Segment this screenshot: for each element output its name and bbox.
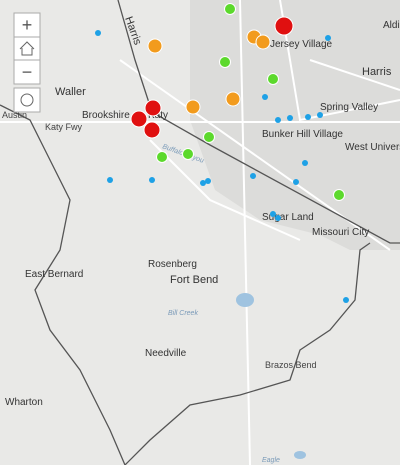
water [236, 293, 306, 459]
locate-button[interactable] [13, 87, 41, 113]
zoom-in-icon[interactable]: + [22, 15, 33, 35]
county-label: Harris [362, 66, 392, 78]
map-controls: + − [13, 12, 41, 113]
city-label: Spring Valley [320, 102, 378, 113]
county-label: Waller [55, 86, 86, 98]
road-label: Katy Fwy [45, 122, 83, 132]
city-label: West University Place [345, 142, 400, 153]
urban-area [190, 0, 400, 250]
zoom-out-icon[interactable]: − [22, 62, 33, 82]
water-label: Eagle [262, 457, 280, 464]
city-label: Wharton [5, 397, 43, 408]
city-label: Missouri City [312, 227, 369, 238]
city-label: Aldin [383, 20, 400, 31]
zoom-out-button[interactable] [13, 59, 41, 85]
home-icon [19, 41, 35, 56]
home-button[interactable] [13, 36, 41, 61]
city-label: East Bernard [25, 269, 83, 280]
water-label: Bill Creek [168, 310, 198, 317]
city-label: Jersey Village [270, 39, 333, 50]
locate-icon [20, 93, 34, 107]
road-label: Austin [2, 110, 27, 120]
city-label: Needville [145, 348, 187, 359]
markers [95, 3, 349, 303]
zoom-in-button[interactable] [13, 12, 41, 38]
park-label: Brazos Bend [265, 360, 317, 370]
city-label: Katy [148, 110, 168, 121]
city-label: Bunker Hill Village [262, 129, 343, 140]
city-label: Rosenberg [148, 259, 197, 270]
city-label: Sugar Land [262, 212, 314, 223]
county-label: Fort Bend [170, 274, 218, 286]
city-label: Brookshire [82, 110, 130, 121]
